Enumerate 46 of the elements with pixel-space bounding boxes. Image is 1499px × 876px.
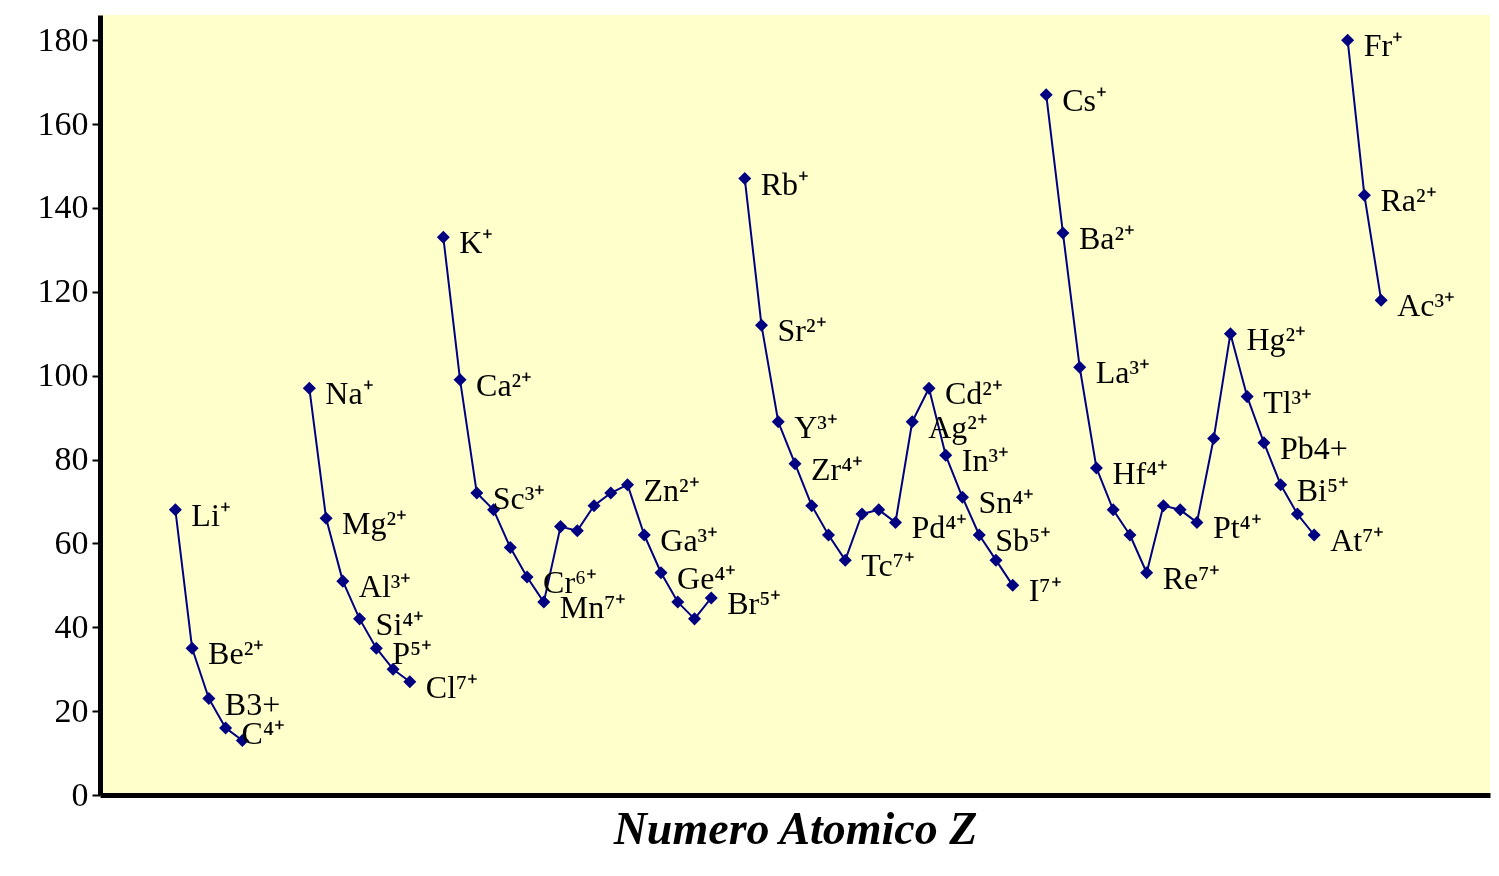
data-label: Ba²⁺ xyxy=(1078,220,1136,257)
data-label: K⁺ xyxy=(459,224,494,261)
data-label: Ga³⁺ xyxy=(660,522,719,558)
data-label: Al³⁺ xyxy=(358,568,412,605)
data-label: Pb4+ xyxy=(1279,429,1348,466)
data-label: Zn²⁺ xyxy=(643,471,700,508)
data-label: Rb⁺ xyxy=(760,165,810,202)
x-axis-title: Numero Atomico Z xyxy=(612,802,978,854)
data-label: Ca²⁺ xyxy=(476,366,533,403)
y-tick-label: 20 xyxy=(54,691,89,729)
data-label: C⁴⁺ xyxy=(241,714,286,751)
data-label: Fr⁺ xyxy=(1363,27,1404,64)
y-tick-label: 160 xyxy=(37,104,89,142)
data-label: Ra²⁺ xyxy=(1380,182,1437,219)
data-label: Ac³⁺ xyxy=(1397,287,1456,324)
data-label: Sr²⁺ xyxy=(777,312,827,349)
y-tick-label: 120 xyxy=(37,272,89,310)
data-label: I⁷⁺ xyxy=(1028,572,1062,609)
y-tick-label: 180 xyxy=(37,20,89,58)
data-label: Pd⁴⁺ xyxy=(911,509,968,546)
data-label: Sc³⁺ xyxy=(492,480,546,517)
y-tick-label: 40 xyxy=(54,607,89,645)
data-label: Re⁷⁺ xyxy=(1162,559,1221,596)
data-label: Sn⁴⁺ xyxy=(978,484,1035,521)
y-tick-label: 140 xyxy=(37,188,89,226)
data-label: Tl³⁺ xyxy=(1263,383,1313,420)
data-label: Bi⁵⁺ xyxy=(1296,471,1350,508)
data-label: Sb⁵⁺ xyxy=(995,522,1052,558)
y-tick-label: 60 xyxy=(54,523,89,561)
data-label: Mg²⁺ xyxy=(342,505,408,542)
data-label: Be²⁺ xyxy=(208,635,265,672)
data-label: La³⁺ xyxy=(1095,354,1151,391)
data-label: At⁷⁺ xyxy=(1330,522,1385,558)
y-tick-label: 80 xyxy=(54,440,89,478)
data-label: Y³⁺ xyxy=(794,408,838,445)
data-label: Zr⁴⁺ xyxy=(811,450,864,487)
y-tick-label: 100 xyxy=(37,356,89,394)
data-label: Tc⁷⁺ xyxy=(861,547,915,584)
data-label: Cs⁺ xyxy=(1062,81,1107,118)
data-label: Li⁺ xyxy=(191,496,231,533)
data-label: Hf⁴⁺ xyxy=(1112,454,1169,491)
y-tick-label: 0 xyxy=(71,775,89,813)
data-label: Pt⁴⁺ xyxy=(1212,509,1262,546)
data-label: Cd²⁺ xyxy=(944,375,1003,412)
data-label: Na⁺ xyxy=(325,375,374,412)
data-label: Hg²⁺ xyxy=(1246,320,1307,357)
